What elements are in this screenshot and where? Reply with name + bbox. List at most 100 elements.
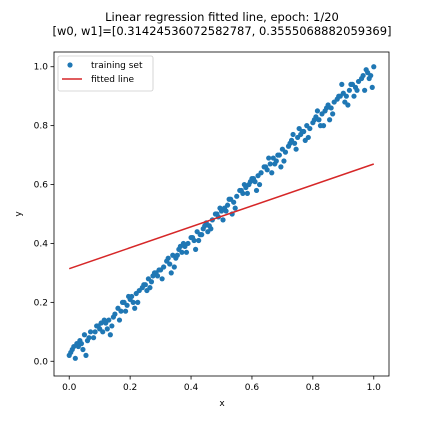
legend-box xyxy=(57,55,154,92)
scatter-point xyxy=(104,326,110,332)
scatter-point xyxy=(293,146,299,152)
fitted-line xyxy=(68,163,375,270)
scatter-point xyxy=(354,87,360,93)
scatter-point xyxy=(241,181,247,188)
scatter-point xyxy=(171,264,177,270)
scatter-point xyxy=(156,267,162,273)
scatter-point xyxy=(371,64,377,70)
scatter-point xyxy=(205,229,211,235)
scatter-point xyxy=(72,355,78,361)
y-tick-label: 0.4 xyxy=(34,239,49,249)
scatter-point xyxy=(90,335,97,341)
scatter-point xyxy=(307,125,313,132)
y-tick-label: 0.6 xyxy=(34,181,49,191)
legend-label-training-set: training set xyxy=(91,61,143,71)
y-tick-label: 0.8 xyxy=(34,122,49,132)
scatter-point xyxy=(135,299,141,305)
y-axis-label: y xyxy=(14,211,24,217)
scatter-point xyxy=(327,117,333,123)
scatter-point xyxy=(189,234,196,241)
axes-frame xyxy=(53,51,390,377)
scatter-point xyxy=(223,208,229,214)
scatter-point xyxy=(220,217,226,223)
scatter-point xyxy=(130,299,136,305)
fitted-line-layer xyxy=(68,163,375,270)
scatter-point xyxy=(247,179,254,185)
scatter-point xyxy=(109,323,115,329)
y-axis-ticks: 0.0 0.2 0.4 0.6 0.8 1.0 xyxy=(34,63,54,367)
scatter-point xyxy=(266,155,272,161)
scatter-point xyxy=(161,264,167,270)
scatter-point xyxy=(362,87,368,93)
scatter-point xyxy=(159,276,165,282)
y-tick-label: 0.2 xyxy=(34,298,48,308)
scatter-point xyxy=(132,305,138,311)
scatter-point xyxy=(100,329,106,335)
scatter-point xyxy=(328,105,334,111)
scatter-point xyxy=(339,81,345,87)
plot-area xyxy=(53,51,390,377)
scatter-point xyxy=(369,84,375,90)
scatter-point xyxy=(323,105,330,111)
scatter-point xyxy=(281,158,287,164)
scatter-point xyxy=(244,190,250,196)
chart-title-line2: [w0, w1]=[0.31424536072582787, 0.3555068… xyxy=(52,24,391,38)
scatter-point xyxy=(196,237,202,244)
scatter-point xyxy=(150,273,156,279)
scatter-point xyxy=(119,299,126,305)
scatter-point xyxy=(87,329,94,335)
scatter-point xyxy=(71,343,77,350)
scatter-point xyxy=(282,149,289,155)
scatter-point xyxy=(217,205,223,211)
x-tick-label: 0.2 xyxy=(123,383,137,393)
chart-title-line1: Linear regression fitted line, epoch: 1/… xyxy=(105,10,339,24)
scatter-point xyxy=(345,102,351,108)
x-axis-ticks: 0.0 0.2 0.4 0.6 0.8 1.0 xyxy=(62,376,381,393)
scatter-point xyxy=(183,249,190,255)
scatter-point xyxy=(81,332,88,338)
legend-label-fitted-line: fitted line xyxy=(91,75,135,85)
legend: training set fitted line xyxy=(57,55,154,92)
scatter-point xyxy=(291,140,298,146)
scatter-point xyxy=(95,323,101,329)
y-tick-label: 0.0 xyxy=(34,357,49,367)
x-tick-label: 1.0 xyxy=(367,383,382,393)
scatter-point xyxy=(238,187,244,194)
scatter-point xyxy=(168,270,174,276)
scatter-point xyxy=(256,181,263,188)
scatter-point xyxy=(179,249,185,255)
scatter-point xyxy=(144,287,150,294)
scatter-point xyxy=(174,252,180,258)
scatter-point xyxy=(106,317,112,323)
legend-scatter-marker xyxy=(67,62,73,68)
scatter-point xyxy=(202,223,208,229)
scatter-point xyxy=(311,117,317,123)
scatter-point xyxy=(167,261,173,267)
scatter-point xyxy=(269,170,275,176)
scatter-point xyxy=(258,170,264,176)
scatter-point xyxy=(316,117,322,123)
x-tick-label: 0.0 xyxy=(62,383,77,393)
x-axis-label: x xyxy=(219,399,225,409)
scatter-point xyxy=(267,161,273,167)
scatter-point xyxy=(180,240,187,247)
scatter-point xyxy=(330,111,336,117)
scatter-point xyxy=(141,282,147,288)
scatter-point xyxy=(110,314,116,320)
scatter-point xyxy=(226,196,232,202)
scatter-point xyxy=(92,329,98,335)
scatter-point xyxy=(214,211,220,217)
scatter-point xyxy=(290,131,296,138)
scatter-point xyxy=(107,332,113,338)
scatter-point xyxy=(224,202,231,208)
scatter-series-layer xyxy=(66,64,377,361)
scatter-point xyxy=(351,93,357,99)
scatter-point xyxy=(343,93,349,99)
scatter-point xyxy=(234,193,240,199)
x-tick-label: 0.8 xyxy=(306,383,321,393)
scatter-point xyxy=(287,140,293,146)
scatter-point xyxy=(278,164,284,170)
scatter-point xyxy=(346,87,353,93)
scatter-point xyxy=(263,164,269,170)
